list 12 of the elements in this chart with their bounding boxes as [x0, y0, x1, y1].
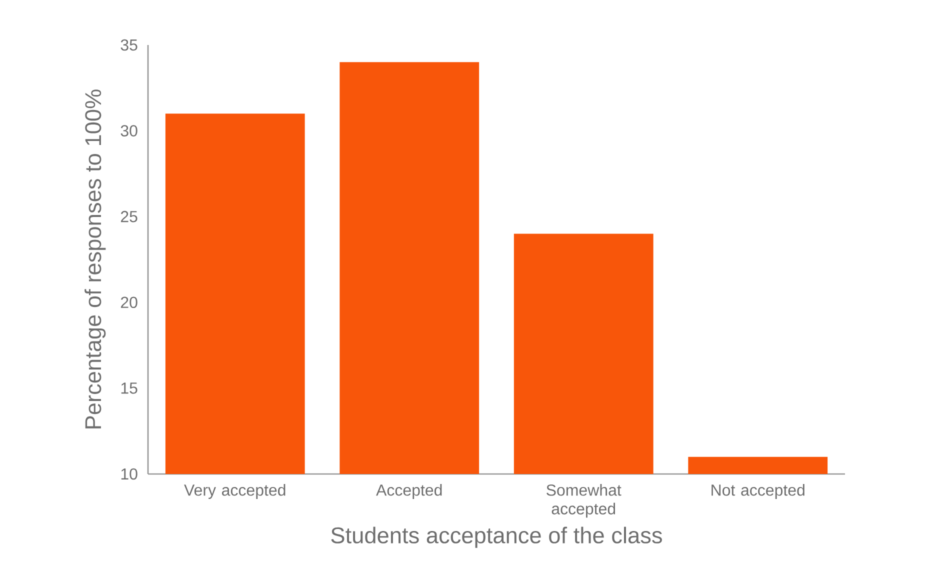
- x-tick-label: Somewhat accepted: [546, 484, 622, 518]
- y-tick-label: 15: [121, 382, 138, 394]
- y-tick-label: 35: [120, 39, 138, 51]
- y-tick-label: 20: [120, 296, 138, 308]
- y-tick-label: 30: [120, 125, 138, 136]
- x-tick-label: Not accepted: [712, 484, 804, 499]
- x-axis-title: Students acceptance of the class: [331, 526, 662, 548]
- y-tick-label: 10: [121, 468, 138, 480]
- x-tick-label: Very accepted: [184, 484, 286, 499]
- x-tick-label: Accepted: [376, 484, 442, 499]
- y-axis-title: Percentage of responses to 100%: [84, 90, 106, 428]
- y-tick-label: 25: [120, 210, 138, 222]
